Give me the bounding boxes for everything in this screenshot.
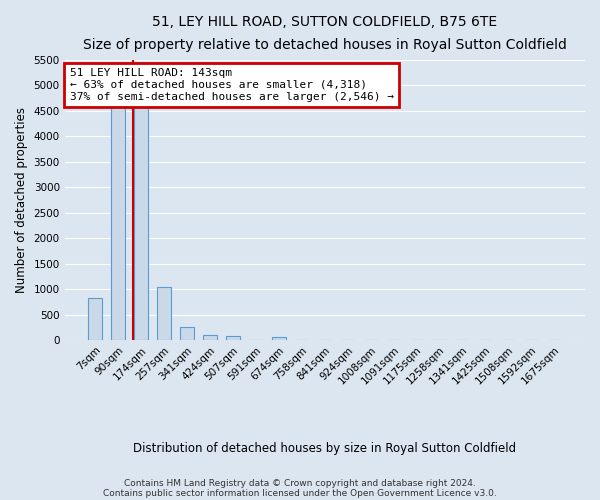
Bar: [134, 100, 148, 340]
Bar: [226, 336, 240, 340]
Bar: [203, 335, 217, 340]
Text: 51 LEY HILL ROAD: 143sqm
← 63% of detached houses are smaller (4,318)
37% of sem: 51 LEY HILL ROAD: 143sqm ← 63% of detach…: [70, 68, 394, 102]
X-axis label: Distribution of detached houses by size in Royal Sutton Coldfield: Distribution of detached houses by size …: [133, 442, 517, 455]
Bar: [111, 100, 125, 340]
Bar: [272, 338, 286, 340]
Bar: [88, 298, 102, 340]
Bar: [180, 327, 194, 340]
Title: 51, LEY HILL ROAD, SUTTON COLDFIELD, B75 6TE
Size of property relative to detach: 51, LEY HILL ROAD, SUTTON COLDFIELD, B75…: [83, 15, 567, 52]
Text: Contains public sector information licensed under the Open Government Licence v3: Contains public sector information licen…: [103, 488, 497, 498]
Text: Contains HM Land Registry data © Crown copyright and database right 2024.: Contains HM Land Registry data © Crown c…: [124, 478, 476, 488]
Bar: [157, 286, 171, 340]
Y-axis label: Number of detached properties: Number of detached properties: [15, 107, 28, 293]
